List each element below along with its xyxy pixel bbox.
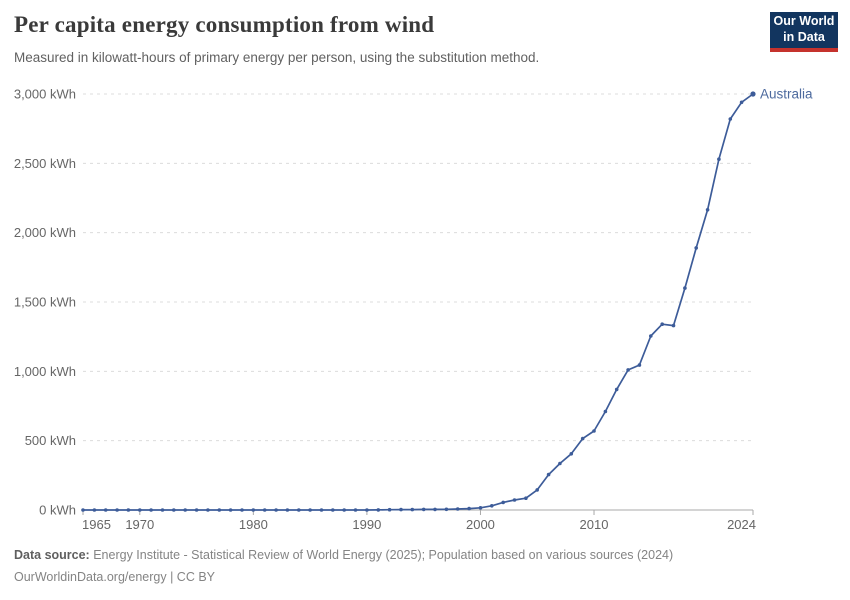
- data-point-marker: [694, 246, 698, 250]
- x-axis-tick-label: 2024: [727, 517, 756, 532]
- data-point-marker: [92, 508, 97, 512]
- data-point-marker: [524, 496, 528, 501]
- data-point-marker: [660, 322, 664, 326]
- data-point-marker: [228, 508, 233, 512]
- data-point-marker: [512, 498, 517, 502]
- chart-plot-area[interactable]: 0 kWh 500 kWh 1,000 kWh 1,500 kWh 2,000 kWh 2…: [0, 80, 850, 550]
- data-source-line: Data source: Energy Institute - Statisti…: [14, 545, 834, 567]
- y-axis-tick-label: 1,500 kWh: [14, 295, 76, 310]
- chart-subtitle: Measured in kilowatt-hours of primary en…: [14, 50, 540, 65]
- data-point-marker: [683, 286, 687, 290]
- owid-logo[interactable]: Our World in Data: [770, 12, 838, 52]
- y-axis-tick-label: 0 kWh: [39, 503, 76, 518]
- series-label-australia[interactable]: Australia: [760, 87, 813, 102]
- data-point-marker: [365, 508, 369, 512]
- data-point-marker: [558, 461, 562, 466]
- data-point-marker: [331, 508, 335, 512]
- data-point-marker: [387, 507, 392, 512]
- data-point-marker: [217, 508, 222, 512]
- data-point-marker: [160, 508, 165, 512]
- owid-logo-line1: Our World: [773, 14, 835, 29]
- y-axis-tick-label: 2,500 kWh: [14, 156, 76, 171]
- data-point-marker: [535, 488, 539, 492]
- data-point-marker: [194, 508, 199, 512]
- data-point-marker: [115, 508, 119, 512]
- data-point-marker: [569, 452, 574, 456]
- y-axis-tick-label: 3,000 kWh: [14, 87, 76, 102]
- data-point-marker: [614, 387, 619, 392]
- data-point-marker: [342, 508, 347, 512]
- data-point-marker: [183, 508, 187, 512]
- data-point-marker: [637, 363, 642, 367]
- data-point-marker: [103, 508, 108, 512]
- data-point-marker: [671, 323, 676, 328]
- page-title: Per capita energy consumption from wind: [14, 12, 435, 37]
- data-source-text: Energy Institute - Statistical Review of…: [93, 548, 674, 562]
- data-point-marker: [467, 506, 471, 511]
- data-point-marker: [717, 157, 721, 161]
- data-point-marker: [649, 334, 653, 338]
- data-point-marker: [705, 208, 710, 212]
- data-point-marker: [626, 368, 630, 372]
- license-line: OurWorldinData.org/energy | CC BY: [14, 569, 216, 584]
- data-point-marker: [172, 508, 176, 512]
- data-point-marker: [126, 508, 131, 512]
- data-point-marker: [603, 409, 608, 414]
- data-point-marker: [297, 508, 301, 512]
- x-axis-tick-label: 1990: [352, 517, 381, 532]
- data-point-marker: [138, 508, 142, 512]
- y-axis-tick-label: 500 kWh: [25, 433, 76, 448]
- data-point-marker: [308, 508, 312, 512]
- owid-logo-line2: in Data: [783, 30, 825, 44]
- data-point-marker: [444, 507, 449, 512]
- data-point-marker: [149, 508, 153, 512]
- data-point-marker: [433, 507, 437, 512]
- x-axis-tick-label: 1970: [125, 517, 154, 532]
- data-point-marker: [285, 508, 290, 512]
- data-point-marker: [750, 91, 756, 97]
- x-axis-tick-label: 2010: [580, 517, 609, 532]
- x-axis-tick-label: 1980: [239, 517, 268, 532]
- y-axis-tick-label: 1,000 kWh: [14, 364, 76, 379]
- data-point-marker: [81, 508, 85, 512]
- data-point-marker: [240, 508, 244, 512]
- data-point-marker: [580, 436, 585, 441]
- data-point-marker: [490, 504, 494, 508]
- data-point-marker: [353, 508, 358, 512]
- data-point-marker: [251, 508, 256, 512]
- data-source-label: Data source:: [14, 548, 90, 562]
- data-point-marker: [410, 507, 415, 512]
- chart-footer: Data source: Energy Institute - Statisti…: [14, 545, 834, 589]
- data-point-marker: [478, 506, 483, 510]
- data-point-marker: [728, 117, 733, 121]
- data-point-marker: [376, 508, 381, 512]
- data-point-marker: [739, 100, 744, 105]
- line-series-australia[interactable]: [82, 93, 754, 511]
- data-point-marker: [399, 507, 403, 512]
- x-axis-tick-label: 2000: [466, 517, 495, 532]
- data-point-marker: [319, 508, 324, 512]
- data-point-marker: [421, 507, 426, 512]
- data-point-marker: [501, 500, 506, 505]
- y-axis-tick-label: 2,000 kWh: [14, 225, 76, 240]
- data-point-marker: [206, 508, 210, 512]
- data-point-marker: [262, 508, 267, 512]
- data-point-marker: [592, 429, 596, 433]
- data-point-marker: [546, 472, 551, 477]
- data-point-marker: [455, 507, 460, 511]
- x-axis-tick-label: 1965: [82, 517, 111, 532]
- data-point-marker: [274, 508, 278, 512]
